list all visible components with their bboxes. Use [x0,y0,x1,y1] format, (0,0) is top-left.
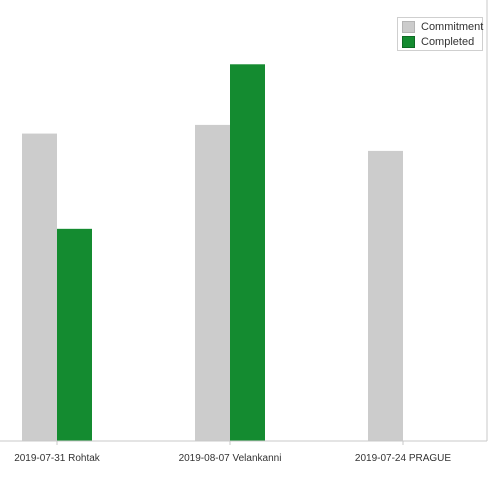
legend-swatch-completed [402,36,415,48]
bar-commitment-0 [22,133,57,441]
legend-label-completed: Completed [421,36,475,48]
bars-group [22,64,403,441]
bar-completed-0 [57,228,92,441]
legend-item-commitment: Commitment [402,20,483,34]
bar-commitment-1 [195,124,230,441]
legend-label-commitment: Commitment [421,21,484,33]
legend: Commitment Completed [397,17,483,51]
legend-item-completed: Completed [402,35,474,49]
x-tick-label-1: 2019-08-07 Velankanni [179,453,282,464]
bar-completed-1 [230,64,265,441]
legend-swatch-commitment [402,21,415,33]
bar-commitment-2 [368,150,403,441]
x-tick-label-2: 2019-07-24 PRAGUE [355,453,451,464]
x-tick-label-0: 2019-07-31 Rohtak [14,453,101,464]
x-tick-labels: 2019-07-31 Rohtak 2019-08-07 Velankanni 20… [14,441,451,464]
